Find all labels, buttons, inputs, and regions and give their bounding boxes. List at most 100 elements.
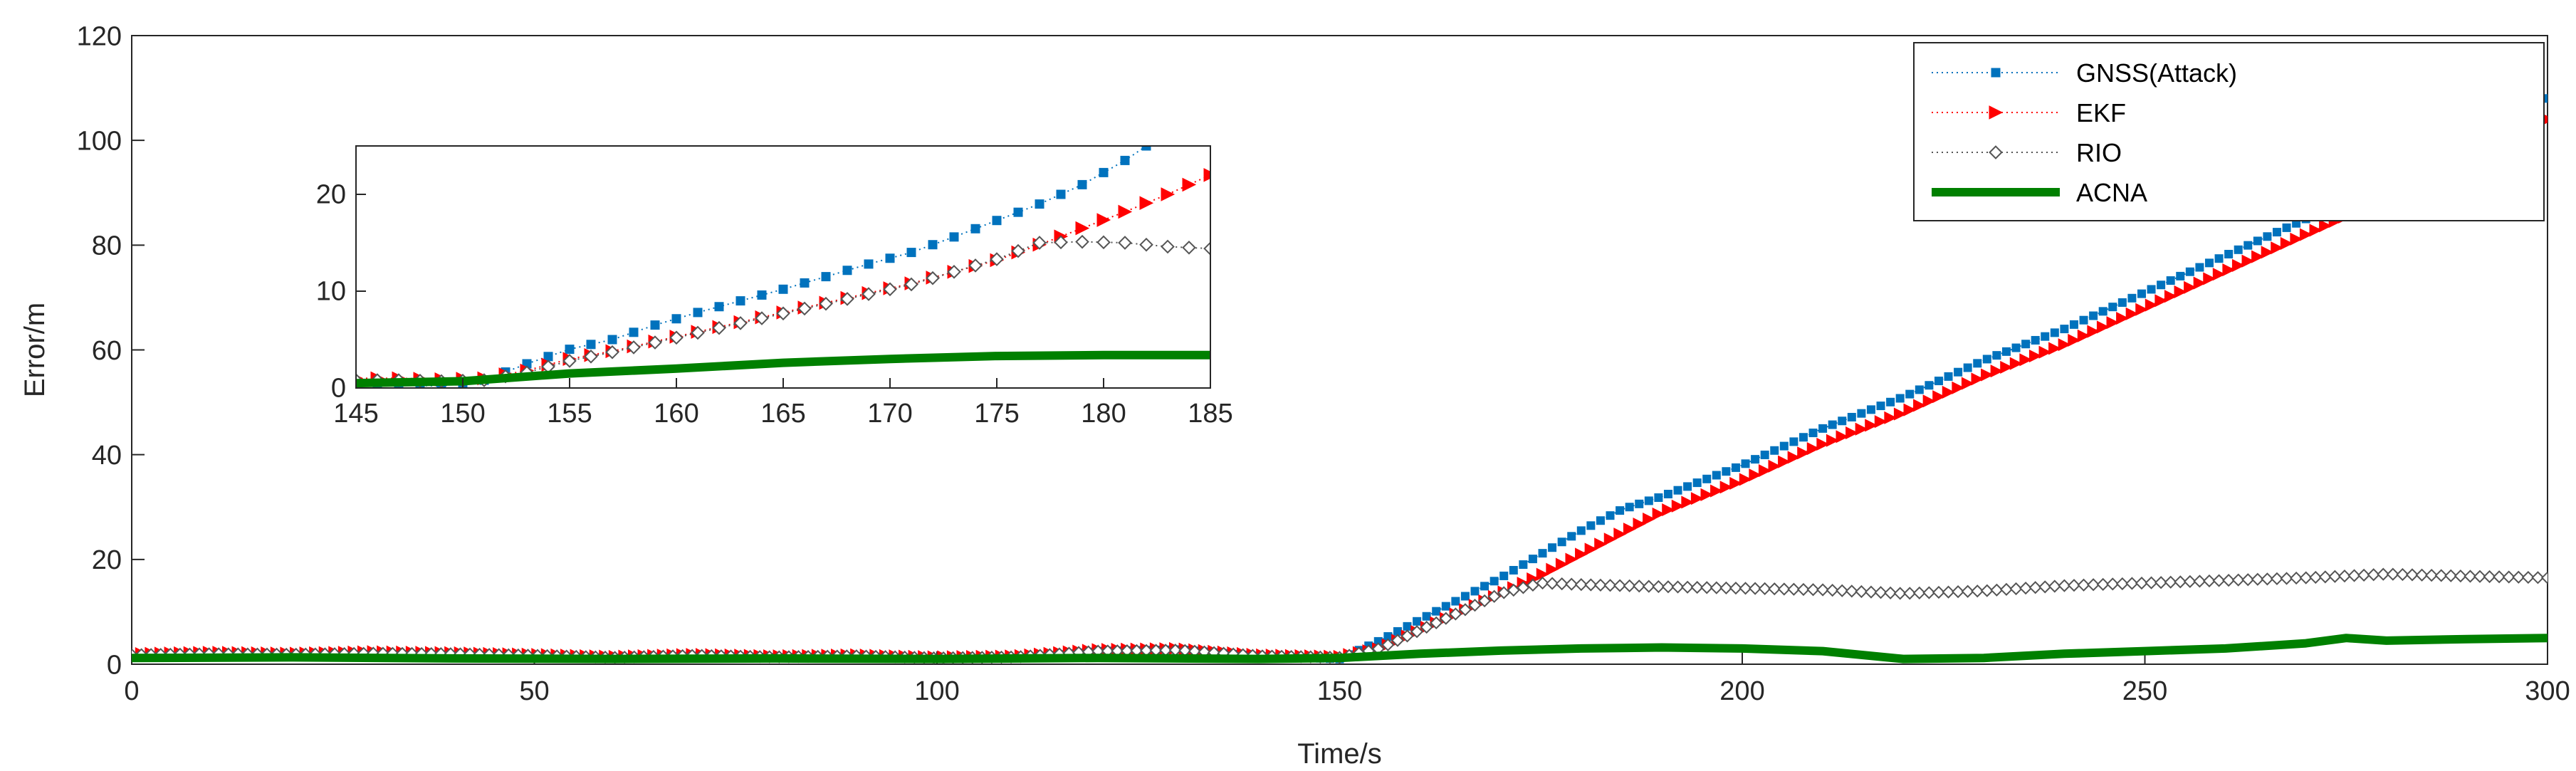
marker-ekf [2096, 320, 2110, 334]
marker-ekf [1719, 481, 1733, 494]
marker-rio [1391, 634, 1405, 647]
marker-gnss-attack [2282, 223, 2291, 232]
marker-ekf [2164, 290, 2178, 303]
marker-ekf [1768, 459, 1781, 473]
marker-rio [2164, 575, 2177, 589]
marker-gnss-attack [1722, 467, 1731, 476]
marker-rio [1075, 234, 1089, 249]
marker-rio [1507, 583, 1520, 597]
legend-label-acna: ACNA [2076, 178, 2147, 207]
main-x-tick-label: 0 [124, 676, 139, 706]
marker-gnss-attack [565, 345, 575, 355]
marker-ekf [1797, 446, 1811, 460]
marker-rio [904, 277, 918, 292]
marker-rio [1806, 583, 1820, 597]
marker-gnss-attack [2137, 289, 2146, 298]
marker-ekf [2000, 360, 2014, 374]
marker-gnss-attack [1982, 355, 1991, 364]
main-y-tick-label: 20 [92, 545, 122, 575]
marker-gnss-attack [2127, 293, 2137, 303]
marker-ekf [2077, 329, 2090, 342]
marker-rio [2454, 570, 2467, 583]
inset-series-group [356, 146, 1210, 388]
legend-label-gnss-attack: GNSS(Attack) [2076, 58, 2237, 88]
main-y-tick-label: 120 [77, 21, 122, 51]
marker-ekf [1203, 167, 1210, 182]
marker-ekf [2203, 272, 2216, 285]
marker-rio [1864, 585, 1878, 599]
marker-gnss-attack [1644, 496, 1653, 505]
inset-plot-area: 145 150 155 160 165 170 175 180 185 0 10 20 [316, 145, 1233, 429]
marker-rio [584, 349, 598, 364]
marker-gnss-attack [1616, 506, 1625, 515]
main-x-tick-label: 250 [2122, 676, 2167, 706]
main-x-tick-label: 150 [1317, 676, 1362, 706]
marker-ekf [1942, 385, 1955, 399]
marker-gnss-attack [671, 314, 681, 324]
marker-rio [2077, 578, 2090, 592]
marker-gnss-attack [800, 278, 810, 288]
marker-gnss-attack [1818, 424, 1828, 433]
marker-gnss-attack [1489, 577, 1499, 586]
marker-ekf [1555, 557, 1569, 571]
marker-rio [1410, 625, 1424, 639]
main-x-tick-label: 200 [1719, 676, 1764, 706]
marker-rio [1652, 579, 1665, 594]
marker-ekf [1575, 547, 1588, 561]
marker-rio [2512, 570, 2525, 584]
marker-rio [2154, 576, 2168, 589]
marker-ekf [1981, 368, 1994, 382]
marker-ekf [1758, 463, 1772, 478]
marker-rio [2540, 571, 2548, 584]
marker-gnss-attack [714, 302, 724, 312]
marker-ekf [2309, 224, 2323, 237]
marker-ekf [2271, 241, 2284, 255]
marker-rio [2337, 570, 2352, 583]
marker-gnss-attack [864, 259, 874, 269]
marker-ekf [1903, 403, 1917, 416]
marker-gnss-attack [2069, 320, 2078, 329]
marker-rio [1449, 607, 1462, 621]
marker-rio [1011, 243, 1025, 258]
marker-rio [1836, 584, 1849, 597]
marker-rio [2222, 574, 2236, 587]
marker-ekf [1584, 542, 1598, 556]
marker-rio [562, 354, 577, 368]
marker-gnss-attack [1808, 429, 1818, 438]
marker-rio [2377, 567, 2390, 581]
marker-rio [1989, 145, 2003, 159]
marker-gnss-attack [2147, 285, 2156, 294]
marker-ekf [1893, 407, 1907, 421]
marker-rio [1883, 586, 1897, 599]
marker-rio [1054, 235, 1068, 250]
marker-ekf [1700, 488, 1714, 501]
marker-ekf [1075, 221, 1090, 236]
marker-rio [1980, 584, 1994, 597]
marker-rio [2028, 581, 2042, 594]
marker-rio [691, 325, 705, 340]
marker-rio [1487, 589, 1501, 603]
marker-rio [2299, 571, 2313, 584]
marker-gnss-attack [1663, 490, 1672, 499]
marker-ekf [1681, 495, 1695, 509]
marker-ekf [1613, 528, 1627, 541]
marker-ekf [1096, 213, 1111, 227]
marker-rio [1971, 584, 1984, 598]
marker-gnss-attack [1857, 409, 1866, 418]
marker-gnss-attack [1847, 412, 1856, 421]
marker-ekf [2184, 280, 2197, 294]
marker-ekf [1961, 377, 1975, 390]
marker-rio [2261, 572, 2274, 586]
marker-rio [1623, 579, 1636, 593]
marker-ekf [1816, 437, 1830, 451]
marker-ekf [2068, 333, 2081, 347]
inset-y-tick-label: 20 [316, 180, 346, 210]
marker-rio [1096, 235, 1111, 250]
marker-gnss-attack [1557, 537, 1566, 547]
marker-gnss-attack [2224, 249, 2234, 258]
marker-gnss-attack [1451, 597, 1460, 606]
marker-rio [1182, 240, 1196, 255]
marker-gnss-attack [1654, 493, 1663, 503]
